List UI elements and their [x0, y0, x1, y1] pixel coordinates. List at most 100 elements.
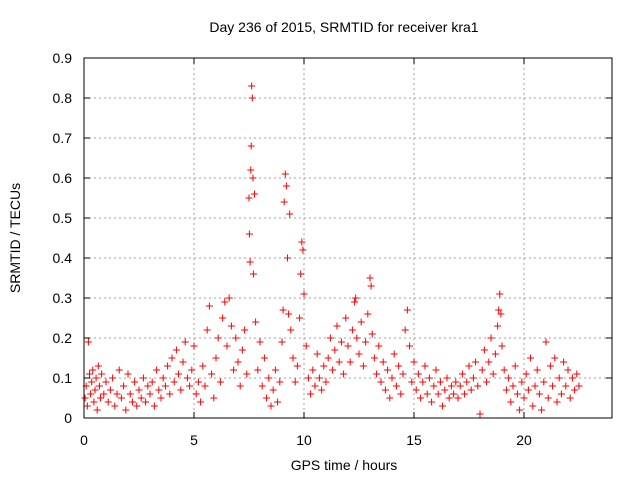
data-point: [352, 294, 360, 302]
data-point: [417, 394, 425, 402]
data-point: [445, 394, 453, 402]
data-point: [302, 342, 310, 350]
data-point: [247, 142, 255, 150]
data-point: [377, 378, 385, 386]
data-point: [117, 394, 125, 402]
data-point: [346, 358, 354, 366]
data-point: [370, 354, 378, 362]
data-point: [252, 318, 260, 326]
data-point: [128, 398, 136, 406]
data-point: [333, 322, 341, 330]
data-point: [249, 174, 257, 182]
x-tick-label: 5: [190, 432, 198, 448]
data-point: [516, 406, 524, 414]
data-point: [529, 402, 537, 410]
data-point: [498, 342, 506, 350]
data-point: [546, 362, 554, 370]
data-point: [212, 354, 220, 362]
data-point: [205, 302, 213, 310]
data-point: [192, 390, 200, 398]
data-point: [150, 402, 158, 410]
chart-title: Day 236 of 2015, SRMTID for receiver kra…: [209, 19, 478, 35]
data-point: [232, 334, 240, 342]
data-point: [307, 390, 315, 398]
x-tick-label: 15: [406, 432, 422, 448]
data-point: [549, 382, 557, 390]
data-point: [368, 330, 376, 338]
y-tick-label: 0.8: [53, 90, 73, 106]
data-point: [214, 334, 222, 342]
data-point: [293, 362, 301, 370]
data-point: [355, 350, 363, 358]
data-point: [234, 358, 242, 366]
data-point: [436, 378, 444, 386]
data-point: [313, 350, 321, 358]
data-point: [94, 362, 102, 370]
data-point: [300, 290, 308, 298]
data-point: [247, 166, 255, 174]
y-axis-label: SRMTID / TECUs: [7, 183, 23, 293]
data-point: [186, 382, 194, 390]
data-point: [83, 402, 91, 410]
y-tick-label: 0: [64, 410, 72, 426]
data-point: [351, 298, 359, 306]
data-point: [175, 370, 183, 378]
data-point: [164, 362, 172, 370]
data-point: [126, 390, 134, 398]
data-point: [447, 382, 455, 390]
y-tick-label: 0.5: [53, 210, 73, 226]
data-point: [279, 306, 287, 314]
data-point: [166, 390, 174, 398]
data-point: [144, 382, 152, 390]
data-point: [388, 374, 396, 382]
data-point: [505, 374, 513, 382]
data-point: [246, 258, 254, 266]
data-point: [480, 346, 488, 354]
data-point: [86, 370, 93, 378]
grid-lines: [84, 58, 612, 418]
data-point: [159, 374, 167, 382]
data-point: [203, 326, 211, 334]
data-point: [463, 378, 471, 386]
data-point: [428, 398, 436, 406]
data-point: [395, 362, 403, 370]
data-point: [472, 358, 480, 366]
y-tick-label: 0.7: [53, 130, 73, 146]
data-point: [177, 386, 185, 394]
x-tick-label: 10: [296, 432, 312, 448]
data-point: [507, 398, 515, 406]
data-point: [251, 190, 258, 198]
data-point: [256, 338, 264, 346]
data-point: [93, 406, 101, 414]
data-point: [269, 386, 277, 394]
data-point: [483, 378, 491, 386]
data-point: [289, 354, 297, 362]
data-point: [401, 326, 409, 334]
data-point: [161, 382, 169, 390]
data-point: [248, 82, 256, 90]
data-point: [245, 194, 253, 202]
data-point: [362, 338, 370, 346]
data-point: [115, 366, 123, 374]
data-point: [337, 338, 345, 346]
data-point: [248, 94, 256, 102]
y-tick-label: 0.2: [53, 330, 73, 346]
data-point: [190, 342, 198, 350]
data-point: [280, 198, 288, 206]
data-point: [146, 390, 154, 398]
data-point: [348, 326, 356, 334]
data-point: [84, 338, 92, 346]
data-point: [201, 382, 209, 390]
data-point: [531, 382, 539, 390]
data-point: [390, 350, 398, 358]
data-point: [90, 398, 98, 406]
data-point: [89, 366, 97, 374]
data-point: [278, 338, 286, 346]
data-point: [375, 342, 383, 350]
data-point: [410, 358, 418, 366]
data-point: [359, 362, 367, 370]
data-point: [208, 370, 216, 378]
data-point: [367, 282, 375, 290]
data-point: [421, 362, 429, 370]
data-point: [366, 274, 374, 282]
